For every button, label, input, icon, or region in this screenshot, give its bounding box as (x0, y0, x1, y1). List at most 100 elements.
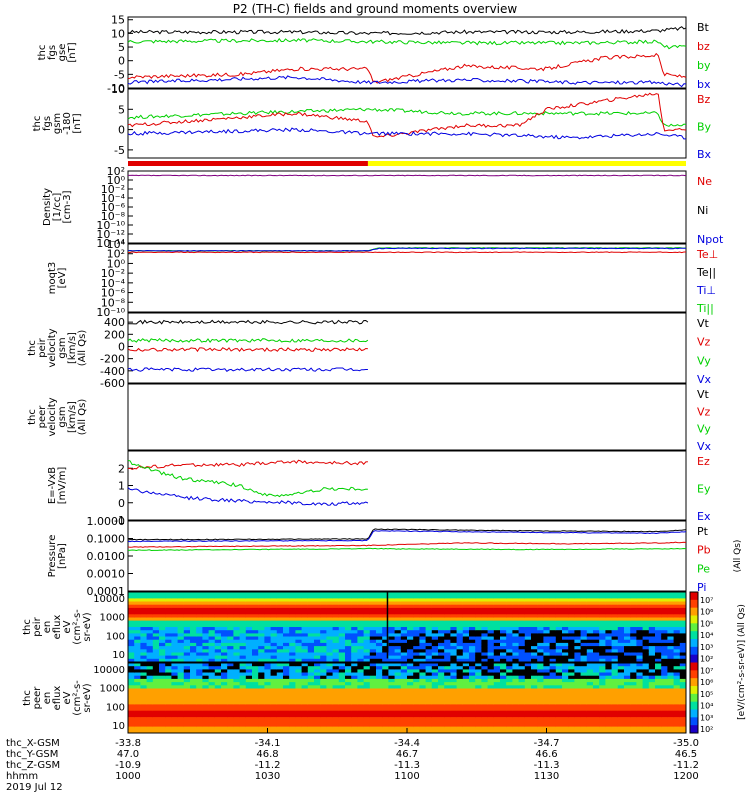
heatmap-cell (171, 691, 179, 696)
heatmap-cell (524, 636, 532, 641)
heatmap-cell (630, 633, 637, 638)
heatmap-cell (580, 666, 588, 670)
heatmap-cell (586, 675, 594, 680)
heatmap-cell (388, 691, 396, 696)
heatmap-cell (369, 649, 377, 653)
heatmap-cell (221, 604, 228, 609)
colorbar-tick: 10² (700, 655, 713, 664)
heatmap-cell (177, 607, 185, 612)
heatmap-cell (543, 663, 551, 667)
heatmap-cell (314, 642, 321, 647)
heatmap-cell (599, 669, 606, 674)
heatmap-cell (555, 649, 563, 653)
heatmap-cell (636, 636, 644, 641)
heatmap-cell (320, 729, 327, 734)
heatmap-cell (524, 713, 532, 718)
heatmap-cell (413, 663, 420, 667)
heatmap-cell (214, 669, 222, 674)
heatmap-cell (512, 678, 520, 683)
heatmap-cell (456, 729, 464, 734)
heatmap-cell (400, 627, 408, 631)
heatmap-cell (332, 729, 340, 734)
heatmap-cell (208, 707, 216, 712)
heatmap-cell (239, 646, 247, 650)
ytick-label: 10⁰ (107, 174, 126, 187)
heatmap-cell (599, 649, 606, 653)
heatmap-cell (183, 698, 191, 702)
heatmap-cell (475, 675, 482, 680)
heatmap-cell (469, 627, 476, 631)
heatmap-cell (252, 669, 259, 674)
heatmap-cell (624, 633, 631, 638)
colorbar-band (690, 623, 698, 632)
heatmap-cell (270, 685, 278, 689)
heatmap-cell (208, 617, 216, 622)
heatmap-cell (345, 598, 352, 603)
heatmap-cell (252, 707, 259, 712)
heatmap-cell (214, 595, 222, 599)
heatmap-cell (487, 701, 495, 705)
panel-frame-fgs_gsm (127, 88, 687, 159)
heatmap-cell (667, 611, 675, 615)
heatmap-cell (345, 604, 352, 609)
heatmap-cell (388, 604, 396, 609)
xlabel-z: -11.2 (673, 760, 699, 771)
heatmap-cell (245, 717, 253, 721)
heatmap-cell (611, 669, 619, 674)
heatmap-cell (444, 701, 451, 705)
heatmap-cell (326, 642, 334, 647)
heatmap-cell (320, 633, 327, 638)
heatmap-cell (679, 675, 687, 680)
heatmap-cell (252, 595, 259, 599)
heatmap-cell (549, 663, 557, 667)
heatmap-cell (307, 649, 315, 653)
heatmap-cell (425, 729, 433, 734)
heatmap-cell (252, 691, 259, 696)
heatmap-cell (617, 649, 625, 653)
heatmap-cell (487, 617, 495, 622)
heatmap-cell (270, 652, 278, 657)
heatmap-cell (214, 623, 222, 628)
heatmap-cell (599, 614, 606, 618)
series-Ex (127, 487, 369, 506)
heatmap-cell (363, 627, 371, 631)
heatmap-cell (258, 713, 265, 718)
heatmap-cell (307, 663, 315, 667)
heatmap-cell (264, 658, 272, 663)
ylabel-line: sr-eV) (82, 683, 93, 712)
heatmap-cell (475, 678, 482, 683)
heatmap-cell (258, 595, 265, 599)
heatmap-cell (425, 704, 433, 709)
heatmap-cell (338, 655, 346, 660)
heatmap-cell (617, 595, 625, 599)
heatmap-cell (431, 720, 439, 724)
heatmap-cell (258, 675, 265, 680)
heatmap-cell (413, 620, 420, 625)
heatmap-cell (202, 655, 210, 660)
legend-Pt: Pt (697, 525, 709, 538)
heatmap-cell (506, 646, 513, 650)
heatmap-cell (382, 663, 389, 667)
heatmap-cell (462, 729, 470, 734)
heatmap-cell (128, 623, 135, 628)
ylabel-line: velocity (47, 328, 58, 367)
heatmap-cell (307, 623, 315, 628)
heatmap-cell (450, 620, 458, 625)
colorbar-band (690, 725, 698, 734)
heatmap-cell (177, 604, 185, 609)
heatmap-cell (549, 642, 557, 647)
heatmap-cell (617, 633, 625, 638)
heatmap-cell (394, 598, 402, 603)
heatmap-cell (661, 652, 668, 657)
heatmap-cell (320, 646, 327, 650)
heatmap-cell (555, 663, 563, 667)
heatmap-cell (295, 682, 303, 686)
heatmap-cell (537, 663, 544, 667)
heatmap-cell (214, 614, 222, 618)
heatmap-cell (221, 633, 228, 638)
heatmap-cell (146, 685, 154, 689)
heatmap-cell (382, 620, 389, 625)
heatmap-cell (574, 595, 582, 599)
heatmap-cell (518, 607, 526, 612)
heatmap-cell (456, 623, 464, 628)
